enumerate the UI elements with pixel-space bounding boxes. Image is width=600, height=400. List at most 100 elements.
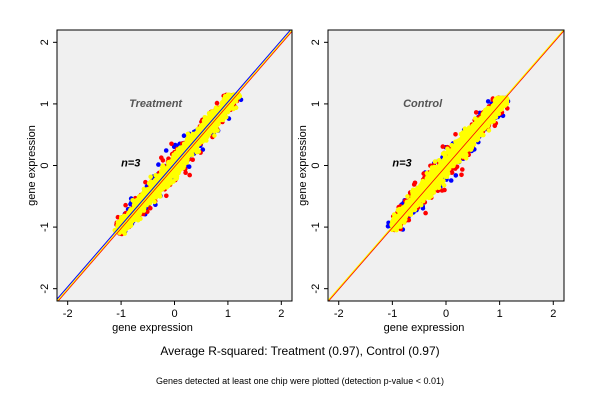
point-blue — [453, 173, 459, 178]
point-yellow — [126, 210, 131, 216]
point-yellow — [433, 170, 439, 175]
point-yellow — [477, 117, 483, 122]
y-tick-label: -2 — [39, 284, 51, 294]
point-yellow — [233, 105, 239, 110]
point-yellow — [427, 195, 432, 200]
point-red — [454, 164, 460, 170]
point-yellow — [122, 228, 128, 233]
x-axis-label: gene expression — [112, 322, 193, 334]
panel-control: -2 -1 0 1 2 -2 -1 0 1 2 gene expression gene expres… — [297, 29, 565, 334]
point-yellow — [173, 166, 178, 172]
point-yellow — [141, 207, 146, 213]
y-axis-label: gene expression — [297, 125, 309, 206]
point-yellow — [412, 207, 418, 213]
point-yellow — [156, 173, 162, 178]
point-red — [164, 193, 169, 199]
point-yellow — [182, 141, 187, 147]
point-yellow — [481, 124, 487, 130]
y-tick-label: 2 — [39, 39, 51, 45]
point-yellow — [471, 142, 477, 147]
point-red — [169, 141, 174, 147]
point-yellow — [437, 182, 442, 187]
point-yellow — [178, 166, 183, 171]
point-yellow — [424, 175, 430, 181]
fit-line-0 — [57, 30, 292, 300]
sample-count-label: n=3 — [121, 158, 140, 170]
point-yellow — [404, 202, 410, 207]
point-yellow — [445, 166, 451, 171]
point-yellow — [418, 202, 424, 208]
panel-title: Treatment — [129, 98, 183, 110]
point-yellow — [462, 135, 468, 141]
y-tick-label: 0 — [310, 162, 322, 168]
x-tick-label: 1 — [497, 308, 503, 320]
point-yellow — [167, 177, 172, 183]
y-tick-label: -1 — [39, 222, 51, 232]
fit-line-2 — [57, 30, 292, 301]
point-blue — [156, 162, 161, 167]
fit-line-2 — [328, 30, 564, 301]
sample-count-label: n=3 — [392, 158, 411, 170]
point-red — [440, 144, 446, 149]
point-yellow — [123, 214, 129, 219]
point-yellow — [135, 217, 141, 223]
point-yellow — [226, 92, 232, 98]
point-yellow — [391, 217, 397, 223]
point-yellow — [172, 156, 177, 161]
point-yellow — [166, 164, 172, 169]
point-yellow — [458, 131, 464, 137]
point-red — [123, 202, 128, 208]
point-yellow — [130, 198, 135, 203]
caption-main: Average R-squared: Treatment (0.97), Con… — [160, 344, 440, 358]
point-yellow — [127, 220, 133, 225]
point-red — [183, 170, 188, 175]
point-red — [115, 214, 121, 220]
point-yellow — [415, 185, 421, 191]
point-yellow — [185, 131, 191, 137]
point-yellow — [456, 156, 461, 162]
point-red — [460, 167, 465, 172]
x-tick-label: -2 — [63, 308, 73, 320]
x-axis-label: gene expression — [384, 322, 465, 334]
x-tick-label: -1 — [116, 308, 126, 320]
x-tick-label: 2 — [278, 308, 284, 320]
point-yellow — [150, 193, 156, 198]
point-yellow — [410, 187, 416, 193]
panel-treatment: -2 -1 0 1 2 -2 -1 0 1 2 gene expression gene expres… — [26, 29, 293, 334]
point-yellow — [442, 172, 448, 178]
point-yellow — [419, 180, 425, 186]
point-yellow — [462, 126, 468, 131]
point-yellow — [486, 128, 492, 133]
point-yellow — [189, 152, 195, 158]
y-tick-label: 0 — [39, 162, 51, 168]
point-blue — [181, 133, 187, 138]
point-yellow — [432, 159, 438, 164]
x-tick-label: 1 — [225, 308, 231, 320]
point-yellow — [153, 173, 158, 178]
point-yellow — [160, 168, 166, 173]
point-yellow — [135, 213, 141, 218]
point-yellow — [174, 175, 180, 181]
point-red — [160, 158, 166, 163]
point-yellow — [459, 149, 464, 155]
fit-line-1 — [328, 30, 564, 301]
y-tick-label: 2 — [310, 39, 322, 45]
point-red — [492, 123, 498, 129]
point-yellow — [119, 215, 124, 220]
y-tick-label: 1 — [39, 101, 51, 107]
point-yellow — [446, 150, 451, 155]
point-yellow — [468, 147, 474, 152]
point-red — [187, 172, 192, 178]
x-tick-label: 2 — [550, 308, 556, 320]
point-yellow — [422, 195, 427, 201]
point-yellow — [493, 101, 499, 106]
point-yellow — [459, 139, 465, 144]
x-tick-label: -1 — [387, 308, 397, 320]
x-tick-label: 0 — [443, 308, 449, 320]
caption-sub: Genes detected at least one chip were pl… — [156, 376, 444, 386]
point-yellow — [212, 133, 217, 138]
point-yellow — [441, 183, 447, 188]
point-red — [453, 132, 458, 137]
point-blue — [163, 148, 169, 153]
